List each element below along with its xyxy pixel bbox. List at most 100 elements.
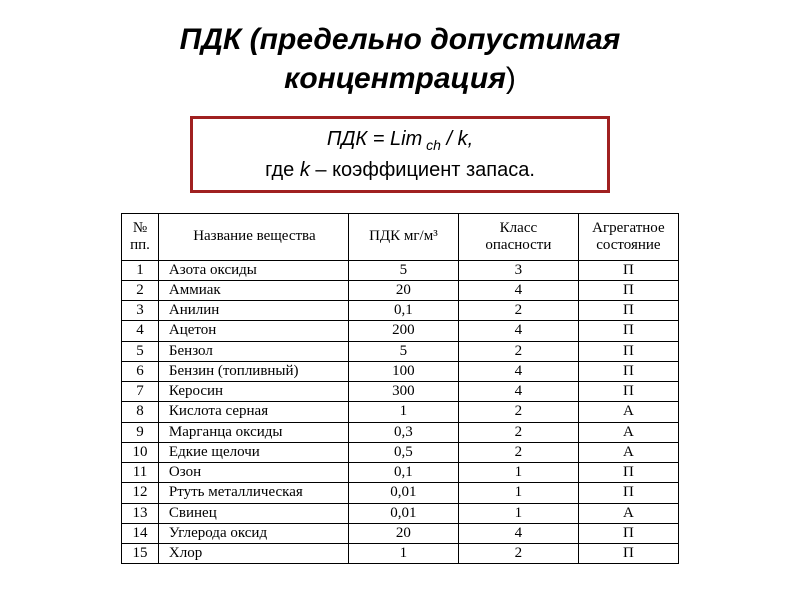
cell-pdk: 100 <box>348 361 458 381</box>
cell-pdk: 200 <box>348 321 458 341</box>
cell-num: 1 <box>122 260 159 280</box>
table-row: 8Кислота серная12А <box>122 402 679 422</box>
title-closing-paren: ) <box>506 62 516 95</box>
cell-pdk: 5 <box>348 341 458 361</box>
cell-state: А <box>578 422 678 442</box>
table-row: 15Хлор12П <box>122 544 679 564</box>
cell-pdk: 0,1 <box>348 463 458 483</box>
header-num: № пп. <box>122 213 159 260</box>
cell-num: 14 <box>122 523 159 543</box>
table-row: 14Углерода оксид204П <box>122 523 679 543</box>
cell-pdk: 0,3 <box>348 422 458 442</box>
formula-where: где <box>265 159 300 181</box>
cell-num: 4 <box>122 321 159 341</box>
cell-name: Свинец <box>158 503 348 523</box>
cell-state: П <box>578 321 678 341</box>
cell-class: 2 <box>458 442 578 462</box>
cell-name: Керосин <box>158 382 348 402</box>
cell-name: Бензин (топливный) <box>158 361 348 381</box>
cell-class: 1 <box>458 483 578 503</box>
cell-state: П <box>578 544 678 564</box>
header-pdk: ПДК мг/м³ <box>348 213 458 260</box>
cell-name: Марганца оксиды <box>158 422 348 442</box>
cell-name: Кислота серная <box>158 402 348 422</box>
cell-num: 5 <box>122 341 159 361</box>
cell-state: П <box>578 341 678 361</box>
table-row: 12Ртуть металлическая0,011П <box>122 483 679 503</box>
cell-class: 2 <box>458 422 578 442</box>
formula-desc: – коэффициент запаса. <box>310 159 535 181</box>
cell-class: 4 <box>458 382 578 402</box>
cell-num: 12 <box>122 483 159 503</box>
header-name: Название вещества <box>158 213 348 260</box>
cell-name: Едкие щелочи <box>158 442 348 462</box>
cell-name: Хлор <box>158 544 348 564</box>
cell-state: П <box>578 280 678 300</box>
cell-pdk: 5 <box>348 260 458 280</box>
cell-state: П <box>578 382 678 402</box>
cell-state: А <box>578 442 678 462</box>
table-row: 2Аммиак204П <box>122 280 679 300</box>
table-row: 4Ацетон2004П <box>122 321 679 341</box>
table-row: 3Анилин0,12П <box>122 301 679 321</box>
table-header-row: № пп. Название вещества ПДК мг/м³ Класс … <box>122 213 679 260</box>
cell-state: П <box>578 523 678 543</box>
cell-class: 2 <box>458 402 578 422</box>
table-row: 6Бензин (топливный)1004П <box>122 361 679 381</box>
formula-subscript: ch <box>422 137 441 153</box>
cell-class: 3 <box>458 260 578 280</box>
cell-state: П <box>578 483 678 503</box>
cell-pdk: 0,01 <box>348 503 458 523</box>
cell-class: 4 <box>458 523 578 543</box>
formula-prefix: ПДК = Lim <box>327 128 422 150</box>
title-line2: концентрация <box>284 62 506 95</box>
table-row: 11Озон0,11П <box>122 463 679 483</box>
cell-state: П <box>578 301 678 321</box>
cell-name: Анилин <box>158 301 348 321</box>
cell-state: П <box>578 260 678 280</box>
table-row: 9Марганца оксиды0,32А <box>122 422 679 442</box>
cell-name: Ацетон <box>158 321 348 341</box>
slide-container: ПДК (предельно допустимая концентрация) … <box>0 0 800 584</box>
substances-table: № пп. Название вещества ПДК мг/м³ Класс … <box>121 213 679 565</box>
cell-class: 2 <box>458 341 578 361</box>
table-row: 13Свинец0,011А <box>122 503 679 523</box>
formula-line-2: где k – коэффициент запаса. <box>203 156 597 184</box>
table-row: 5Бензол52П <box>122 341 679 361</box>
cell-num: 11 <box>122 463 159 483</box>
cell-num: 2 <box>122 280 159 300</box>
cell-class: 1 <box>458 463 578 483</box>
table-row: 10Едкие щелочи0,52А <box>122 442 679 462</box>
cell-num: 9 <box>122 422 159 442</box>
cell-num: 13 <box>122 503 159 523</box>
cell-name: Углерода оксид <box>158 523 348 543</box>
cell-pdk: 1 <box>348 402 458 422</box>
cell-state: П <box>578 361 678 381</box>
cell-name: Озон <box>158 463 348 483</box>
cell-num: 8 <box>122 402 159 422</box>
table-body: 1Азота оксиды53П2Аммиак204П3Анилин0,12П4… <box>122 260 679 564</box>
cell-state: П <box>578 463 678 483</box>
cell-name: Ртуть металлическая <box>158 483 348 503</box>
table-row: 1Азота оксиды53П <box>122 260 679 280</box>
formula-box: ПДК = Lim ch / k, где k – коэффициент за… <box>190 116 610 193</box>
cell-class: 4 <box>458 321 578 341</box>
cell-pdk: 300 <box>348 382 458 402</box>
cell-pdk: 0,01 <box>348 483 458 503</box>
header-class: Класс опасности <box>458 213 578 260</box>
cell-num: 10 <box>122 442 159 462</box>
cell-state: А <box>578 503 678 523</box>
cell-class: 4 <box>458 361 578 381</box>
cell-num: 3 <box>122 301 159 321</box>
cell-class: 4 <box>458 280 578 300</box>
cell-state: А <box>578 402 678 422</box>
cell-pdk: 0,1 <box>348 301 458 321</box>
formula-k-var: k <box>300 159 310 181</box>
cell-class: 2 <box>458 544 578 564</box>
page-title: ПДК (предельно допустимая концентрация) <box>40 20 760 98</box>
table-row: 7Керосин3004П <box>122 382 679 402</box>
cell-pdk: 1 <box>348 544 458 564</box>
cell-pdk: 20 <box>348 280 458 300</box>
table-wrapper: № пп. Название вещества ПДК мг/м³ Класс … <box>40 213 760 565</box>
cell-class: 2 <box>458 301 578 321</box>
